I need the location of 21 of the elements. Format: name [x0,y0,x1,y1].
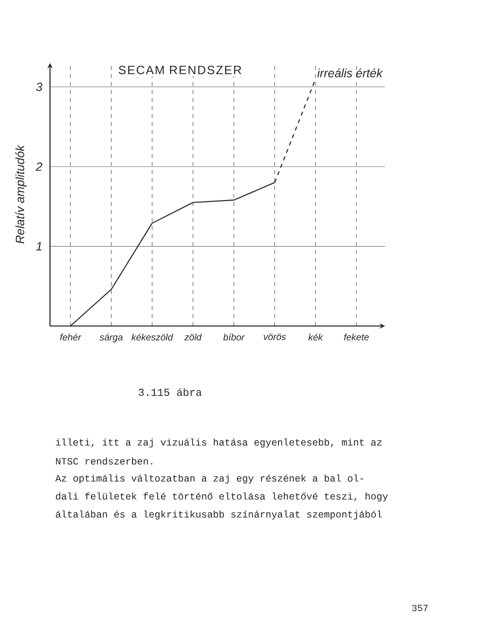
x-tick-label: zöld [184,334,202,340]
annotation: irreális érték [317,68,383,78]
text: NTSC rendszerben. [56,457,152,465]
x-tick-label: fekete [344,334,369,340]
x-tick-label: fehér [60,334,82,341]
text: Az optimális változatban a zaj egy részének a bal ol- [55,474,364,484]
y-axis-title: Relatív amplitudók [15,144,27,244]
chart-title: SECAM RENDSZER [118,66,242,74]
text: illeti, itt a zaj vizuális hatása egyenletesebb, mint az [56,438,382,448]
y-tick-label: 1 [36,242,42,250]
text: 357 [412,604,428,612]
x-tick-label: bíbor [223,334,245,341]
x-tick-label: kékeszöld [132,334,174,341]
text: 3.115 ábra [138,388,202,396]
text: általában és a legkritikusabb színárnyalat szempontjából [56,510,382,520]
text: dali felületek felé történő eltolása lehetővé teszi, hogy [56,492,388,502]
x-tick-label: kék [308,334,324,341]
y-tick-label: 2 [36,162,42,171]
x-tick-label: vörös [264,334,286,340]
y-tick-label: 3 [36,82,42,92]
x-tick-label: sárga [100,334,123,342]
